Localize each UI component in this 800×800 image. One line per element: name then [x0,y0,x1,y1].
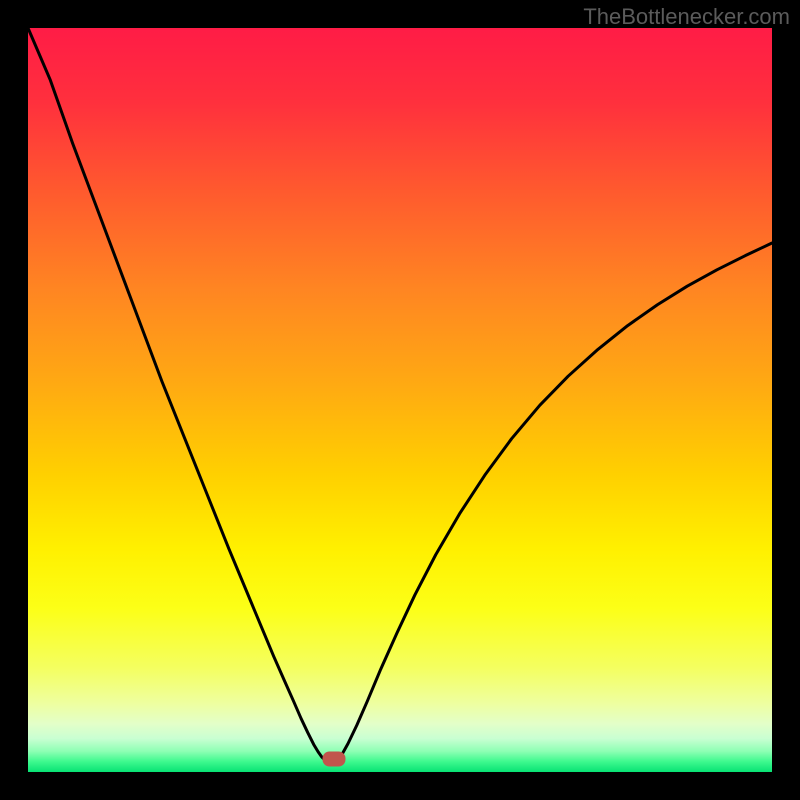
gradient-background [28,28,772,772]
bottleneck-chart [0,0,800,800]
watermark-text: TheBottlenecker.com [583,4,790,30]
optimum-marker [322,751,345,766]
